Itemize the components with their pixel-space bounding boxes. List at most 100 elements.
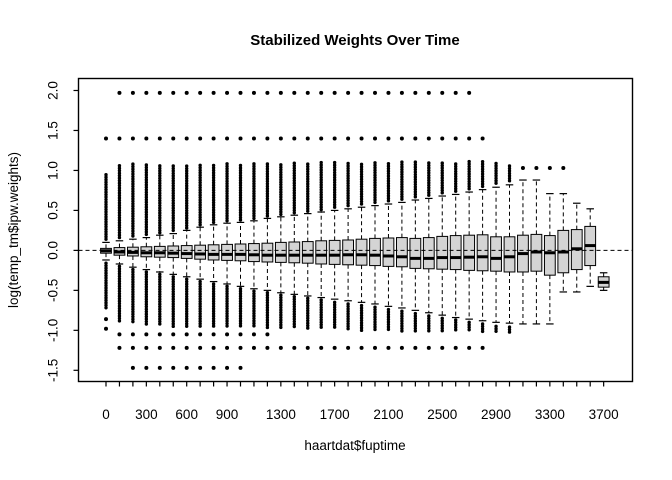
outlier-dot (104, 317, 108, 322)
outlier-dot (185, 221, 189, 225)
outlier-dot (225, 174, 229, 178)
outlier-dot (104, 266, 108, 270)
outlier-dot (467, 169, 471, 174)
outlier-dot (130, 90, 135, 95)
outlier-dot (467, 174, 471, 179)
outlier-dot (158, 179, 162, 183)
outlier-dot (131, 319, 135, 324)
outlier-dot (211, 200, 216, 205)
outlier-dot (427, 316, 431, 321)
y-tick-label: 0.0 (46, 241, 61, 260)
outlier-dot (454, 182, 458, 186)
outlier-dot (211, 193, 216, 197)
outlier-dot (507, 166, 512, 171)
outlier-dot (440, 90, 445, 95)
outlier-dot (427, 319, 431, 323)
box-rect (543, 235, 556, 276)
outlier-dot (332, 173, 337, 177)
outlier-dot (480, 329, 485, 334)
outlier-dot (198, 324, 202, 328)
outlier-dot (158, 317, 162, 321)
outlier-dot (131, 314, 135, 319)
outlier-dot (279, 212, 283, 217)
outlier-dot (252, 204, 256, 208)
outlier-dot (265, 300, 270, 305)
outlier-dot (158, 304, 162, 309)
outlier-dot (171, 174, 175, 178)
outlier-dot (507, 164, 512, 168)
outlier-dot (292, 300, 296, 304)
outlier-dot (198, 287, 202, 291)
outlier-dot (386, 194, 391, 198)
y-tick-label: 2.0 (46, 81, 61, 100)
outlier-dot (117, 267, 122, 271)
outlier-dot (346, 201, 350, 205)
outlier-dot (238, 183, 243, 188)
x-tick-label: 900 (216, 407, 239, 422)
outlier-dot (104, 187, 108, 192)
outlier-dot (211, 186, 216, 190)
outlier-dot (104, 217, 108, 222)
box-rect (288, 241, 301, 264)
outlier-dot (346, 345, 351, 350)
outlier-dot (104, 232, 108, 236)
outlier-dot (104, 197, 108, 202)
outlier-dot (130, 136, 135, 141)
outlier-dot (198, 136, 203, 141)
outlier-dot (117, 235, 122, 240)
outlier-dot (144, 210, 149, 214)
outlier-dot (144, 205, 149, 209)
outlier-dot (104, 326, 108, 331)
outlier-dot (131, 179, 135, 184)
outlier-dot (225, 216, 229, 221)
outlier-dot (332, 322, 337, 327)
outlier-dot (238, 306, 243, 311)
outlier-dot (144, 200, 149, 204)
outlier-dot (144, 292, 149, 296)
outlier-dot (131, 194, 135, 199)
outlier-dot (440, 191, 444, 195)
outlier-dot (131, 224, 135, 228)
outlier-dot (225, 302, 229, 306)
outlier-dot (427, 314, 431, 318)
outlier-dot (238, 345, 243, 350)
outlier-dot (359, 180, 364, 184)
outlier-dot (332, 300, 337, 305)
outlier-dot (306, 323, 310, 328)
outlier-dot (386, 320, 391, 324)
outlier-dot (292, 181, 296, 185)
outlier-dot (440, 181, 444, 185)
outlier-dot (144, 230, 149, 234)
outlier-dot (292, 161, 296, 165)
box-rect (301, 241, 314, 264)
outlier-dot (373, 183, 377, 187)
outlier-dot (225, 219, 229, 223)
outlier-dot (225, 319, 229, 323)
outlier-dot (225, 304, 229, 308)
outlier-dot (185, 211, 189, 215)
outlier-dot (251, 90, 256, 95)
outlier-dot (198, 218, 202, 222)
outlier-dot (332, 178, 337, 182)
outlier-dot (144, 295, 149, 299)
box-rect (355, 238, 368, 266)
outlier-dot (198, 279, 202, 284)
outlier-dot (413, 90, 418, 95)
outlier-dot (306, 179, 310, 184)
outlier-dot (157, 90, 162, 95)
outlier-dot (332, 168, 337, 172)
outlier-dot (131, 300, 135, 304)
outlier-dot (238, 193, 243, 197)
outlier-dot (171, 169, 175, 173)
y-axis-label: log(temp_tm$ipw.weights) (6, 152, 21, 308)
outlier-dot (144, 345, 149, 350)
outlier-dot (413, 165, 418, 169)
outlier-dot (131, 310, 135, 314)
outlier-dot (265, 211, 270, 216)
outlier-dot (359, 136, 364, 141)
outlier-dot (144, 365, 149, 370)
box-rect (396, 237, 408, 268)
outlier-dot (265, 313, 270, 317)
outlier-dot (104, 180, 108, 184)
outlier-dot (494, 171, 498, 176)
